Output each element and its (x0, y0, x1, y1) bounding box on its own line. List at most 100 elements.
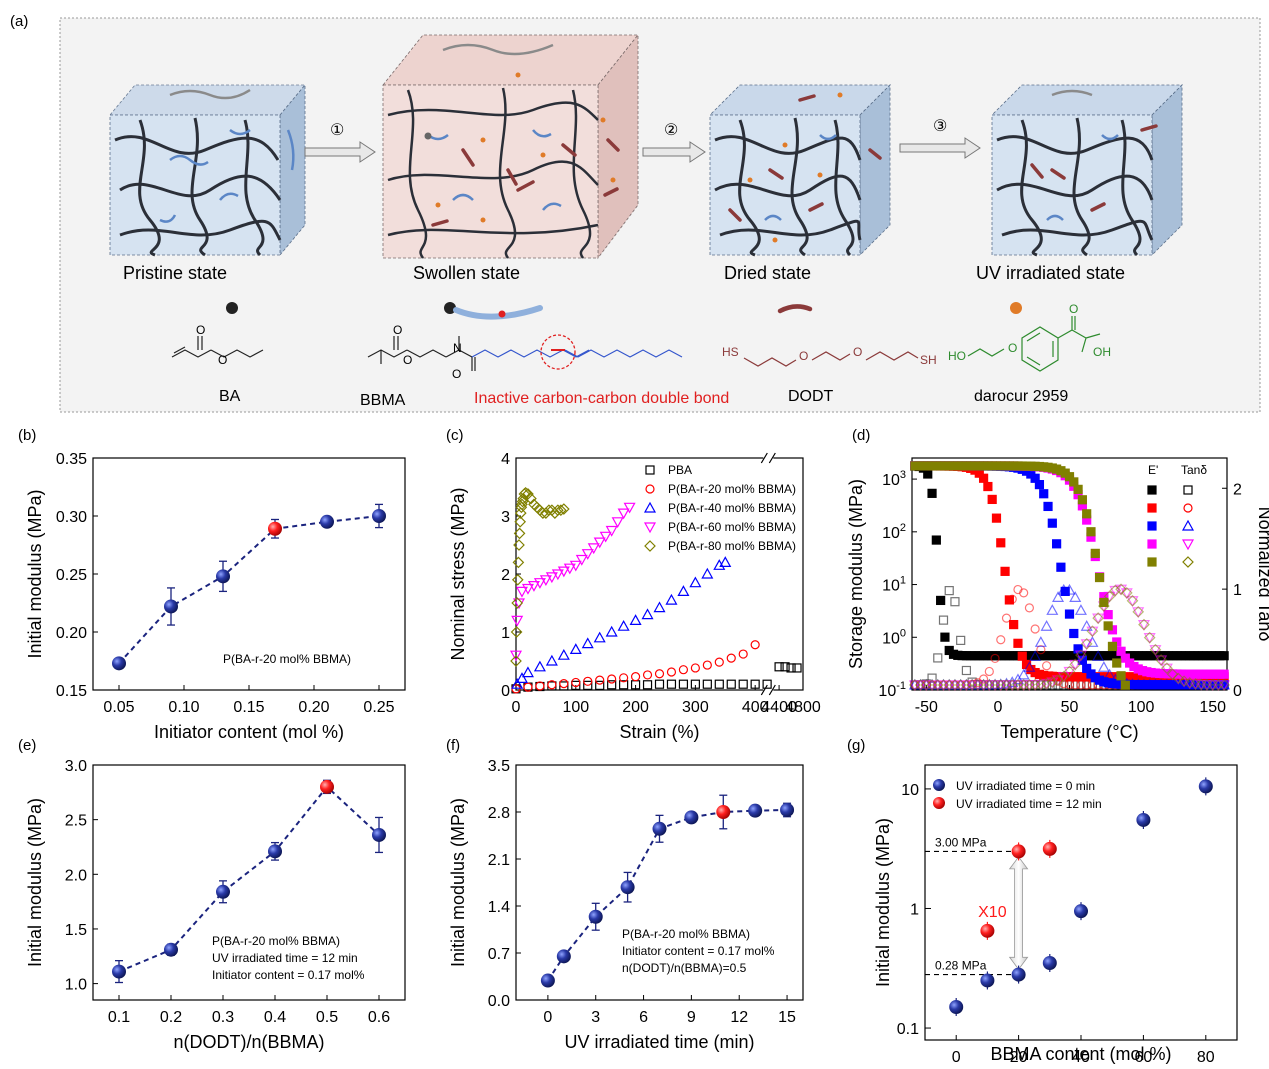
tan-point-d-4-44 (1161, 662, 1173, 675)
y-tick-label-g-1: 1 (910, 901, 919, 918)
tan-point-d-2-40 (1137, 678, 1150, 690)
y-tick-label-c-2: 2 (501, 567, 510, 584)
e-point-d-2-30 (1039, 489, 1049, 499)
data-point-c-3-15 (587, 543, 600, 555)
tan-point-d-4-31 (1086, 625, 1099, 638)
tan-point-d-3-52 (1206, 680, 1219, 692)
x-tick-label-g-0: 0 (952, 1049, 961, 1066)
data-point-c-0-4 (559, 681, 569, 691)
double-bond-note: Inactive carbon-carbon double bond (474, 390, 729, 407)
data-point-c-0-8 (607, 680, 617, 690)
y-axis-label-c: Nominal stress (MPa) (448, 487, 468, 660)
x-tick-label-c-0: 0 (512, 699, 521, 716)
tan-point-d-1-19 (1019, 588, 1029, 598)
data-point-b-3 (268, 521, 282, 536)
tan-point-d-3-29 (1074, 650, 1087, 662)
y-axis-label-e: Initial modulus (MPa) (25, 798, 45, 967)
e-point-d-4-48 (1116, 671, 1126, 681)
data-point-f-2 (588, 909, 603, 924)
data-point-g-0-4 (1074, 904, 1088, 919)
y2-tick-label-d-0: 0 (1233, 683, 1242, 700)
tan-point-d-3-42 (1149, 645, 1162, 656)
data-point-c-0-15 (690, 679, 700, 689)
tan-point-d-4-42 (1149, 643, 1162, 656)
tan-point-d-3-53 (1212, 680, 1225, 692)
darocur-atom-o1: O (1008, 341, 1017, 355)
tan-point-d-4-13 (983, 679, 996, 691)
legend-tan-marker-d-0 (1183, 485, 1193, 495)
data-point-c-3-13 (575, 554, 588, 566)
y-axis-label-b: Initial modulus (MPa) (25, 489, 45, 658)
x-tick-label-f-2: 6 (639, 1009, 648, 1026)
e-point-d-2-31 (1043, 501, 1053, 512)
tan-point-d-4-15 (994, 679, 1007, 691)
legend-e-marker-d-0 (1147, 485, 1157, 495)
state-label-dried: Dried state (724, 263, 811, 283)
data-point-c-4-8 (514, 507, 527, 519)
y-tick-label-b-1: 0.20 (56, 625, 87, 642)
legend-marker-c-1 (645, 484, 655, 494)
e-point-d-0-5 (931, 535, 941, 545)
tan-point-d-3-40 (1137, 620, 1150, 631)
panel-label-g: (g) (847, 737, 865, 754)
panel-label-a: (a) (10, 13, 28, 30)
data-point-c-4-26 (554, 504, 567, 517)
tan-point-d-3-37 (1120, 588, 1133, 600)
legend-marker-c-0 (645, 465, 655, 475)
data-point-e-4 (320, 779, 334, 794)
e-point-d-1-16 (978, 473, 989, 483)
tan-point-d-3-3 (926, 680, 939, 692)
y-tick-label-f-4: 2.8 (488, 805, 510, 822)
data-point-g-1-2 (1042, 841, 1057, 856)
legend-label-c-4: P(BA-r-80 mol% BBMA) (668, 539, 796, 553)
data-point-c-0-12 (654, 679, 665, 689)
tan-point-d-4-33 (1098, 600, 1110, 612)
x-axis-label-d: Temperature (°C) (1000, 722, 1138, 742)
y-tick-label-f-1: 0.7 (488, 946, 510, 963)
tan-point-d-2-28 (1069, 591, 1082, 602)
tan-point-d-4-32 (1092, 612, 1104, 624)
data-point-c-0-19 (738, 679, 748, 689)
data-point-c-4-15 (522, 488, 534, 500)
tan-point-d-2-27 (1063, 583, 1076, 595)
cube-pristine (109, 83, 306, 257)
tan-point-d-3-21 (1029, 679, 1042, 691)
tan-point-d-2-22 (1034, 636, 1047, 647)
data-point-c-4-1 (510, 626, 523, 638)
bbma-atom-o2: O (403, 353, 412, 367)
data-point-c-3-4 (521, 583, 534, 595)
fit-line-e (118, 785, 380, 973)
data-point-g-0-3 (1042, 955, 1057, 970)
data-point-b-5 (372, 509, 386, 523)
tan-point-d-4-21 (1029, 678, 1041, 691)
y-tick-label-b-4: 0.35 (56, 451, 87, 468)
e-point-d-4-42 (1090, 548, 1100, 558)
annotation-f-2: n(DODT)/n(BBMA)=0.5 (622, 961, 747, 975)
y2-tick-label-d-2: 2 (1233, 481, 1242, 498)
panel-label-e: (e) (18, 737, 36, 754)
ba-atom-o2: O (218, 353, 227, 367)
tan-point-d-1-15 (996, 635, 1006, 645)
data-point-c-0-7 (595, 680, 605, 690)
tan-point-d-1-21 (1030, 624, 1040, 634)
data-point-c-0-11 (642, 680, 653, 690)
data-point-c-3-17 (599, 531, 612, 543)
x-axis-label-b: Initiator content (mol %) (154, 722, 344, 742)
cube-dried (709, 84, 891, 257)
tan-point-d-1-29 (1076, 680, 1086, 690)
x-tick-label-f-3: 9 (687, 1009, 696, 1026)
legend-e-marker-d-4 (1147, 557, 1157, 567)
tan-point-d-3-0 (908, 680, 921, 692)
data-point-c-4-2 (511, 597, 524, 609)
tan-point-d-3-19 (1017, 680, 1030, 692)
tan-point-d-1-22 (1036, 645, 1046, 655)
data-point-c-0-20 (750, 679, 760, 689)
legend-label-c-2: P(BA-r-40 mol% BBMA) (668, 501, 796, 515)
x-tick-label-b-4: 0.25 (363, 699, 394, 716)
data-point-c-1-12 (654, 669, 665, 679)
tan-point-d-4-52 (1206, 678, 1219, 691)
fold-arrow-g (1008, 856, 1029, 970)
x-axis-label-g: BBMA content (mol %) (990, 1044, 1171, 1064)
y-tick-label-f-2: 1.4 (488, 899, 510, 916)
tan-point-d-4-14 (989, 679, 1001, 691)
